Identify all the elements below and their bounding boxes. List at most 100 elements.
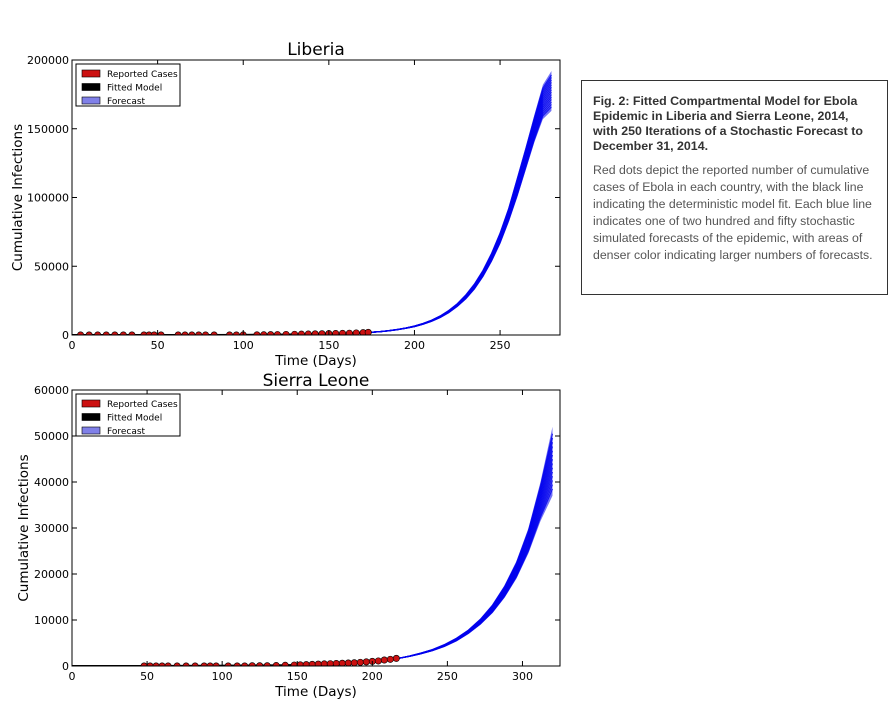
legend-swatch <box>81 83 101 91</box>
forecast-line <box>399 475 554 659</box>
forecast-line <box>371 96 552 333</box>
forecast-line <box>371 89 552 333</box>
forecast-line <box>399 480 554 659</box>
y-axis-label: Cumulative Infections <box>10 124 26 271</box>
y-tick-label: 0 <box>62 329 69 342</box>
legend-swatch <box>81 96 101 105</box>
reported-case-point <box>338 659 346 666</box>
forecast-line <box>371 86 552 333</box>
x-tick-label: 100 <box>233 339 254 352</box>
y-tick-label: 50000 <box>34 430 69 443</box>
legend-swatch <box>81 399 101 408</box>
y-tick-label: 0 <box>62 660 69 673</box>
legend: Reported Cases Fitted Model Forecast <box>75 393 181 437</box>
x-tick-label: 200 <box>404 339 425 352</box>
legend-label: Fitted Model <box>107 414 162 424</box>
reported-case-point <box>318 330 326 335</box>
reported-case-point <box>364 328 372 335</box>
forecast-line <box>371 99 552 333</box>
forecast-line <box>371 101 552 333</box>
y-tick-label: 50000 <box>34 260 69 273</box>
reported-case-point <box>386 655 394 663</box>
x-tick-label: 100 <box>212 670 233 683</box>
forecast-line <box>371 104 552 333</box>
liberia-chart: Liberia 0 50 100 150 200 250 0 50000 100000 150000… <box>10 40 561 369</box>
reported-case-point <box>362 658 370 666</box>
legend-label: Forecast <box>107 427 146 437</box>
figure-caption: Fig. 2: Fitted Compartmental Model for E… <box>581 80 888 295</box>
y-tick-label: 10000 <box>34 614 69 627</box>
reported-case-point <box>339 329 347 335</box>
reported-case-point <box>332 329 340 335</box>
legend-label: Forecast <box>107 97 146 107</box>
forecast-line <box>371 77 552 333</box>
forecast-line <box>399 459 554 659</box>
y-tick-label: 100000 <box>27 192 69 205</box>
reported-case-point <box>290 661 298 666</box>
reported-case-point <box>311 330 319 335</box>
sierra-leone-chart: Sierra Leone 0 50 100 150 200 250 300 0 10000 2000… <box>16 371 561 700</box>
x-tick-label: 250 <box>490 339 511 352</box>
reported-case-point <box>392 654 400 662</box>
reported-case-point <box>344 659 352 666</box>
reported-case-point <box>352 329 360 335</box>
forecast-line <box>371 106 552 333</box>
forecast-line <box>399 484 554 659</box>
y-tick-label: 200000 <box>27 54 69 67</box>
x-tick-label: 150 <box>318 339 339 352</box>
x-tick-label: 50 <box>140 670 154 683</box>
reported-case-point <box>297 330 305 335</box>
forecast-line <box>371 82 552 333</box>
caption-body: Red dots depict the reported number of c… <box>593 163 873 262</box>
forecast-line <box>399 433 554 659</box>
reported-case-point <box>374 657 382 665</box>
legend-label: Reported Cases <box>107 400 178 410</box>
reported-case-point <box>296 661 304 666</box>
reported-case-point <box>302 661 310 666</box>
y-tick-label: 150000 <box>27 123 69 136</box>
reported-case-point <box>282 330 290 335</box>
plot-area <box>72 426 554 666</box>
reported-case-point <box>380 656 388 664</box>
reported-case-point <box>345 329 353 335</box>
reported-case-point <box>281 661 289 666</box>
forecast-line <box>399 467 554 659</box>
x-tick-label: 150 <box>287 670 308 683</box>
forecast-line <box>371 94 552 333</box>
forecast-line <box>399 471 554 659</box>
x-tick-label: 50 <box>151 339 165 352</box>
reported-case-point <box>308 660 316 666</box>
forecast-line <box>371 74 552 333</box>
reported-case-point <box>356 658 364 666</box>
legend-swatch <box>81 69 101 78</box>
legend-swatch <box>81 413 101 421</box>
x-tick-label: 250 <box>437 670 458 683</box>
x-tick-label: 0 <box>69 670 76 683</box>
x-tick-label: 300 <box>512 670 533 683</box>
x-tick-label: 200 <box>362 670 383 683</box>
y-axis-label: Cumulative Infections <box>16 454 32 601</box>
forecast-line <box>371 84 552 333</box>
caption-title: Fig. 2: Fitted Compartmental Model for E… <box>593 94 863 153</box>
y-tick-label: 20000 <box>34 568 69 581</box>
legend-label: Fitted Model <box>107 84 162 94</box>
chart-title: Sierra Leone <box>263 371 370 391</box>
y-tick-label: 60000 <box>34 384 69 397</box>
x-axis-label: Time (Days) <box>274 684 357 700</box>
legend-label: Reported Cases <box>107 70 178 80</box>
x-axis-label: Time (Days) <box>274 353 357 369</box>
forecast-line <box>371 91 552 333</box>
forecast-line <box>371 79 552 333</box>
y-tick-label: 30000 <box>34 522 69 535</box>
forecast-band <box>371 71 552 333</box>
y-tick-label: 40000 <box>34 476 69 489</box>
x-tick-label: 0 <box>69 339 76 352</box>
reported-case-point <box>291 330 299 335</box>
legend-swatch <box>81 426 101 435</box>
forecast-line <box>399 488 554 659</box>
legend: Reported Cases Fitted Model Forecast <box>75 63 181 107</box>
forecast-line <box>399 463 554 659</box>
reported-case-point <box>350 659 358 666</box>
reported-case-point <box>304 330 312 335</box>
plot-area <box>72 71 552 335</box>
